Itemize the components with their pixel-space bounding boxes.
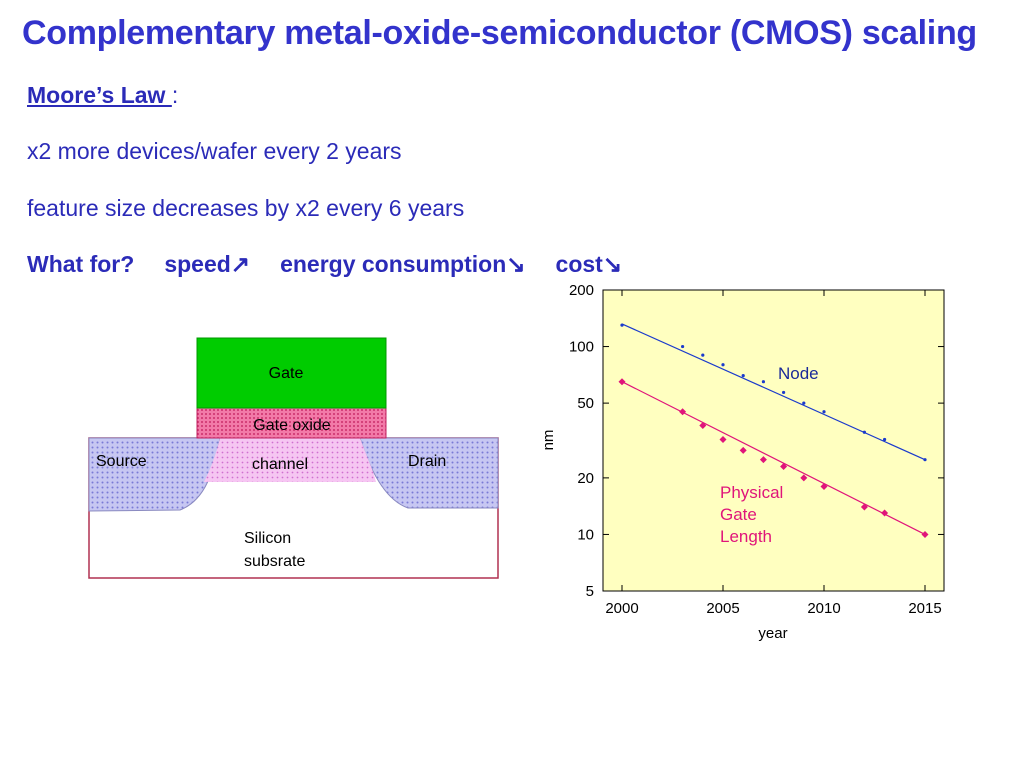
- y-tick-label: 50: [577, 395, 594, 412]
- gate-label: Gate: [269, 365, 304, 382]
- channel-region: [204, 438, 376, 482]
- moores-law-label: Moore’s Law: [27, 82, 172, 108]
- data-point-node: [782, 390, 786, 395]
- channel-label: channel: [252, 456, 308, 473]
- data-point-gate-length: [780, 462, 788, 470]
- series-label-word: Physical: [720, 483, 783, 502]
- x-axis-label: year: [758, 625, 787, 642]
- data-point-gate-length: [679, 408, 687, 416]
- y-tick-label: 20: [577, 470, 594, 487]
- data-point-node: [741, 374, 745, 378]
- data-point-gate-length: [699, 422, 707, 430]
- substrate-label-line2: subsrate: [244, 553, 305, 570]
- data-point-node: [802, 401, 806, 405]
- source-label: Source: [96, 453, 147, 470]
- x-tick-label: 2010: [807, 600, 840, 617]
- data-point-node: [681, 344, 685, 349]
- slide-title: Complementary metal-oxide-semiconductor …: [22, 14, 977, 52]
- chart-data-points: [618, 323, 929, 538]
- y-tick-label: 5: [586, 583, 594, 600]
- moores-law-colon: :: [171, 82, 179, 108]
- chart-axes: 5 10 20 50 100 200 2000 2005 2010 2015: [569, 282, 944, 617]
- x-tick-label: 2015: [908, 600, 941, 617]
- gate-oxide: [196, 407, 387, 439]
- series-label-word: Length: [720, 527, 772, 546]
- data-point-gate-length: [618, 378, 626, 386]
- series-label-physical-gate-length: Physical Gate Length: [720, 483, 783, 546]
- data-point-gate-length: [820, 482, 828, 490]
- energy-label: energy consumption↘: [280, 251, 526, 277]
- data-point-node: [862, 430, 867, 434]
- chart-plot-area: [602, 289, 945, 592]
- x-tick-label: 2005: [706, 600, 739, 617]
- data-point-node: [701, 353, 705, 357]
- moores-law-heading: Moore’s Law :: [27, 82, 178, 109]
- data-point-node: [620, 323, 624, 327]
- feature-size-text: feature size decreases by x2 every 6 yea…: [27, 195, 465, 221]
- trend-line-1: [621, 381, 926, 535]
- data-point-node: [761, 380, 766, 384]
- data-point-gate-length: [739, 446, 747, 454]
- data-point-node: [923, 458, 927, 462]
- data-point-gate-length: [800, 474, 808, 482]
- data-point-gate-length: [881, 509, 889, 517]
- series-label-word: Gate: [720, 505, 757, 524]
- data-point-gate-length: [921, 530, 929, 538]
- what-for-line: What for? speed↗ energy consumption↘ cost↘: [27, 251, 652, 278]
- chart-trend-lines: [621, 323, 926, 535]
- data-point-gate-length: [759, 456, 767, 464]
- transistor-diagram: Gate Gate oxide Source Drain channel Sil…: [88, 337, 499, 579]
- x-tick-label: 2000: [605, 600, 638, 617]
- y-tick-label: 10: [577, 526, 594, 543]
- scaling-chart: 5 10 20 50 100 200 2000 2005 2010 2015 year nm No…: [540, 282, 945, 642]
- drain-label: Drain: [408, 453, 446, 470]
- data-point-gate-length: [719, 436, 727, 444]
- cost-label: cost↘: [555, 251, 623, 277]
- gate-oxide-label: Gate oxide: [253, 417, 330, 434]
- substrate-label-line1: Silicon: [244, 530, 291, 547]
- data-point-gate-length: [860, 503, 868, 511]
- what-for-label: What for?: [27, 251, 135, 277]
- y-tick-label: 100: [569, 339, 594, 356]
- data-point-node: [721, 363, 725, 367]
- devices-per-wafer-text: x2 more devices/wafer every 2 years: [27, 138, 402, 164]
- data-point-node: [822, 410, 826, 414]
- y-axis-label: nm: [540, 430, 557, 451]
- series-label-node: Node: [778, 364, 819, 383]
- data-point-node: [883, 437, 887, 442]
- speed-label: speed↗: [164, 251, 251, 277]
- trend-line-0: [621, 323, 926, 461]
- gate: [196, 337, 387, 409]
- y-tick-label: 200: [569, 282, 594, 299]
